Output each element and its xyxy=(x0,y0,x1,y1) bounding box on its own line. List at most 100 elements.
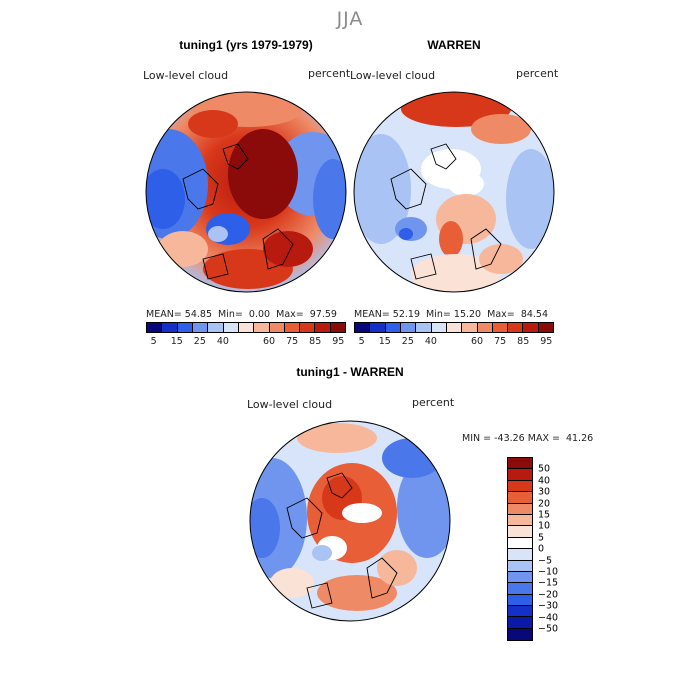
difference-variable-label: Low-level cloud xyxy=(247,398,333,411)
colorbar-swatch xyxy=(370,323,386,332)
colorbar-swatch xyxy=(192,323,209,332)
panel2-min-value: 15.20 xyxy=(453,309,482,320)
colorbar-tick-label: 25 xyxy=(401,336,414,347)
panel1-mean-label: MEAN= xyxy=(146,309,182,320)
colorbar-tick-label: −15 xyxy=(538,577,559,589)
difference-units-label: percent xyxy=(412,396,455,409)
colorbar-swatch xyxy=(508,594,532,607)
colorbar-swatch xyxy=(284,323,301,332)
panel1-mean-value: 54.85 xyxy=(184,309,212,320)
colorbar-swatch xyxy=(508,323,524,332)
colorbar-swatch xyxy=(315,323,331,332)
colorbar-tick-label: −40 xyxy=(538,612,559,624)
panel2-colorbar-ticks: 5 15 25 40 60 75 85 95 xyxy=(354,336,554,348)
panel1-max-label: Max= xyxy=(276,309,304,320)
colorbar-tick-label: 15 xyxy=(378,336,391,347)
panel2-mean-label: MEAN= xyxy=(354,309,390,320)
difference-polar-map xyxy=(249,420,451,622)
colorbar-tick-label: 75 xyxy=(494,336,507,347)
panel1-title: tuning1 (yrs 1979-1979) xyxy=(179,38,313,52)
colorbar-tick-label: 5 xyxy=(538,532,545,544)
colorbar-tick-label: 20 xyxy=(538,498,551,510)
colorbar-swatch xyxy=(223,323,239,332)
panel2-max-label: Max= xyxy=(487,309,515,320)
colorbar-swatch xyxy=(508,617,532,629)
colorbar-tick-label: 75 xyxy=(286,336,299,347)
colorbar-swatch xyxy=(462,323,478,332)
colorbar-tick-label: 5 xyxy=(150,336,157,347)
colorbar-swatch xyxy=(508,583,532,595)
colorbar-swatch xyxy=(508,571,532,584)
colorbar-tick-label: 60 xyxy=(263,336,276,347)
colorbar-swatch xyxy=(523,323,539,332)
panel1-units-label: percent xyxy=(308,67,351,80)
panel2-mean-value: 52.19 xyxy=(392,309,420,320)
panel2-units-label: percent xyxy=(516,67,559,80)
colorbar-tick-label: 15 xyxy=(538,509,551,521)
colorbar-swatch xyxy=(300,323,316,332)
colorbar-tick-label: −50 xyxy=(538,623,559,635)
colorbar-swatch xyxy=(508,537,532,550)
colorbar-swatch xyxy=(508,469,532,481)
colorbar-swatch xyxy=(508,560,532,572)
colorbar-swatch xyxy=(508,458,532,470)
colorbar-swatch xyxy=(508,606,532,618)
difference-colorbar-ticks: 50 40 30 20 15 10 5 0 −5 −10 −15 −20 −30 −40 −50 xyxy=(538,457,578,640)
colorbar-tick-label: 40 xyxy=(424,336,437,347)
panel2-colorbar xyxy=(354,322,554,333)
panel1-min-value: 0.00 xyxy=(248,309,271,320)
colorbar-tick-label: 25 xyxy=(193,336,206,347)
difference-colorbar xyxy=(507,457,533,642)
colorbar-swatch xyxy=(508,549,532,561)
colorbar-swatch xyxy=(508,526,532,538)
panel1-max-value: 97.59 xyxy=(309,309,337,320)
colorbar-tick-label: 95 xyxy=(540,336,553,347)
colorbar-swatch xyxy=(238,323,255,332)
colorbar-tick-label: 85 xyxy=(517,336,530,347)
colorbar-swatch xyxy=(330,323,346,332)
colorbar-swatch xyxy=(208,323,224,332)
panel1-polar-map xyxy=(145,91,347,293)
colorbar-swatch xyxy=(355,323,371,332)
colorbar-swatch xyxy=(147,323,163,332)
panel2-variable-label: Low-level cloud xyxy=(350,69,436,82)
colorbar-tick-label: 85 xyxy=(309,336,322,347)
colorbar-tick-label: 95 xyxy=(332,336,345,347)
colorbar-swatch xyxy=(446,323,463,332)
colorbar-swatch xyxy=(254,323,270,332)
panel2-title: WARREN xyxy=(427,38,481,52)
colorbar-swatch xyxy=(177,323,193,332)
colorbar-tick-label: 5 xyxy=(358,336,365,347)
colorbar-tick-label: 0 xyxy=(538,543,545,555)
colorbar-tick-label: −20 xyxy=(538,589,559,601)
colorbar-tick-label: 60 xyxy=(471,336,484,347)
panel1-min-label: Min= xyxy=(218,309,243,320)
panel2-max-value: 84.54 xyxy=(520,309,549,320)
colorbar-swatch xyxy=(508,628,532,641)
colorbar-tick-label: 50 xyxy=(538,463,551,475)
colorbar-tick-label: 10 xyxy=(538,520,551,532)
colorbar-swatch xyxy=(492,323,509,332)
season-title: JJA xyxy=(336,8,364,30)
colorbar-swatch xyxy=(400,323,417,332)
panel2-stats: MEAN= 52.19 Min= 15.20 Max= 84.54 xyxy=(354,309,548,320)
colorbar-tick-label: −10 xyxy=(538,566,559,578)
panel1-variable-label: Low-level cloud xyxy=(143,69,229,82)
panel2-min-label: Min= xyxy=(426,309,451,320)
colorbar-swatch xyxy=(508,480,532,493)
colorbar-swatch xyxy=(508,503,532,515)
colorbar-swatch xyxy=(162,323,178,332)
colorbar-swatch xyxy=(269,323,285,332)
difference-minmax: MIN = -43.26 MAX = 41.26 xyxy=(462,433,594,444)
colorbar-tick-label: 40 xyxy=(538,475,551,487)
colorbar-swatch xyxy=(477,323,493,332)
colorbar-swatch xyxy=(538,323,554,332)
colorbar-swatch xyxy=(431,323,447,332)
difference-title: tuning1 - WARREN xyxy=(296,365,404,379)
panel1-colorbar xyxy=(146,322,346,333)
colorbar-tick-label: 15 xyxy=(170,336,183,347)
colorbar-tick-label: 30 xyxy=(538,486,551,498)
colorbar-tick-label: −5 xyxy=(538,555,553,567)
panel1-colorbar-ticks: 5 15 25 40 60 75 85 95 xyxy=(146,336,346,348)
colorbar-tick-label: 40 xyxy=(216,336,229,347)
